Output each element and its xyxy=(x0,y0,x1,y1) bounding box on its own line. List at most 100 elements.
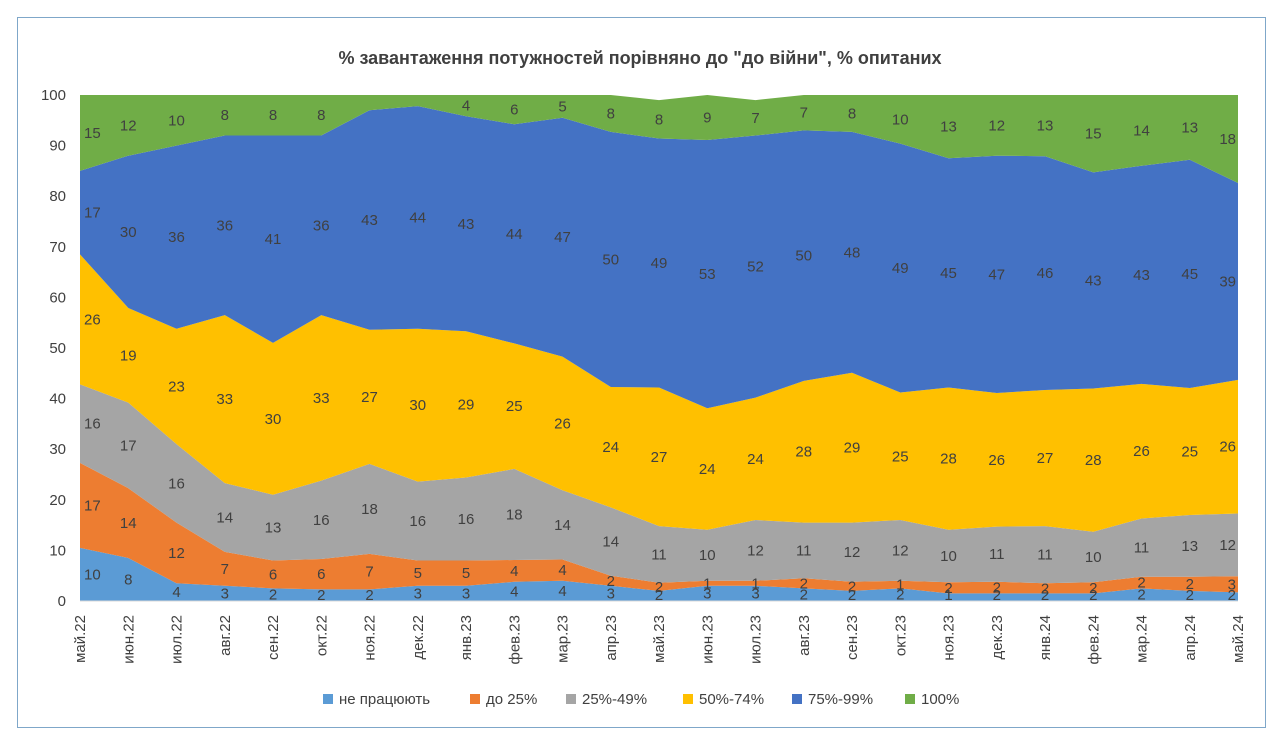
x-tick-label: июл.23 xyxy=(748,615,765,664)
data-label: 3 xyxy=(703,585,711,602)
data-label: 16 xyxy=(168,475,185,492)
x-tick-label: авг.23 xyxy=(796,615,813,656)
x-tick-label: янв.24 xyxy=(1037,615,1054,660)
data-label: 39 xyxy=(1219,273,1236,290)
data-label: 4 xyxy=(510,583,518,600)
data-label: 14 xyxy=(602,534,619,551)
x-tick-label: сен.23 xyxy=(844,615,861,660)
legend-swatch xyxy=(905,694,915,704)
data-label: 2 xyxy=(269,587,277,604)
legend-swatch xyxy=(323,694,333,704)
data-label: 2 xyxy=(1041,587,1049,604)
data-label: 24 xyxy=(747,451,764,468)
x-tick-label: фев.24 xyxy=(1085,615,1102,665)
data-label: 6 xyxy=(269,566,277,583)
data-label: 13 xyxy=(940,119,957,136)
x-tick-label: июл.22 xyxy=(169,615,186,664)
data-label: 27 xyxy=(361,389,378,406)
data-label: 6 xyxy=(510,102,518,119)
data-label: 4 xyxy=(558,583,566,600)
data-label: 28 xyxy=(795,444,812,461)
y-tick-label: 70 xyxy=(49,239,66,256)
data-label: 30 xyxy=(265,411,282,428)
x-tick-label: ноя.22 xyxy=(362,615,379,661)
data-label: 12 xyxy=(168,545,185,562)
data-label: 33 xyxy=(216,391,233,408)
legend-label: не працюють xyxy=(339,691,430,708)
data-label: 7 xyxy=(800,105,808,122)
data-label: 44 xyxy=(506,226,523,243)
legend-label: 100% xyxy=(921,691,959,708)
data-label: 6 xyxy=(317,566,325,583)
x-tick-label: авг.22 xyxy=(217,615,234,656)
data-label: 1 xyxy=(944,587,952,604)
area-series-1 xyxy=(80,462,1238,594)
data-label: 25 xyxy=(506,398,523,415)
data-label: 48 xyxy=(844,244,861,261)
data-label: 7 xyxy=(221,561,229,578)
area-series-5 xyxy=(80,95,1238,183)
data-label: 16 xyxy=(84,416,101,433)
data-label: 14 xyxy=(120,515,137,532)
data-label: 24 xyxy=(699,461,716,478)
data-label: 30 xyxy=(120,224,137,241)
data-label: 46 xyxy=(1037,265,1054,282)
data-label: 8 xyxy=(124,571,132,588)
data-label: 5 xyxy=(462,565,470,582)
data-label: 2 xyxy=(1137,575,1145,592)
data-label: 10 xyxy=(168,112,185,129)
legend-label: 25%-49% xyxy=(582,691,647,708)
legend-swatch xyxy=(566,694,576,704)
data-label: 10 xyxy=(940,548,957,565)
data-label: 2 xyxy=(848,587,856,604)
legend-swatch xyxy=(683,694,693,704)
y-tick-label: 60 xyxy=(49,289,66,306)
data-label: 2 xyxy=(896,587,904,604)
data-label: 36 xyxy=(313,217,330,234)
data-label: 3 xyxy=(751,585,759,602)
data-label: 1 xyxy=(751,575,759,592)
data-label: 3 xyxy=(462,585,470,602)
area-series-3 xyxy=(80,254,1238,532)
area-series-2 xyxy=(80,384,1238,584)
y-tick-label: 50 xyxy=(49,340,66,357)
data-label: 14 xyxy=(1133,122,1150,139)
y-tick-label: 90 xyxy=(49,138,66,155)
data-label: 12 xyxy=(988,117,1005,134)
y-axis: 0 10 20 30 40 50 60 70 80 90 100 xyxy=(41,87,66,610)
data-label: 14 xyxy=(216,510,233,527)
x-tick-label: дек.23 xyxy=(989,615,1006,660)
data-label: 27 xyxy=(1037,450,1054,467)
legend-swatch xyxy=(792,694,802,704)
data-label: 53 xyxy=(699,266,716,283)
x-tick-label: сен.22 xyxy=(265,615,282,660)
data-label: 5 xyxy=(558,98,566,115)
data-label: 2 xyxy=(317,587,325,604)
data-label: 2 xyxy=(1089,587,1097,604)
data-label: 16 xyxy=(458,511,475,528)
data-label: 17 xyxy=(84,205,101,222)
data-label: 26 xyxy=(84,311,101,328)
data-label: 18 xyxy=(1219,131,1236,148)
data-label: 11 xyxy=(796,542,812,559)
data-label: 8 xyxy=(317,107,325,124)
data-label: 36 xyxy=(216,217,233,234)
data-label: 28 xyxy=(1085,452,1102,469)
data-label: 11 xyxy=(1134,540,1150,557)
data-label: 1 xyxy=(896,577,904,594)
chart-frame: % завантаження потужностей порівняно до … xyxy=(17,17,1266,728)
x-axis: май.22 июн.22 июл.22 авг.22 сен.22 окт.22 ноя.… xyxy=(72,600,1247,665)
data-label: 7 xyxy=(751,110,759,127)
legend: не працюють до 25% 25%-49% 50%-74% 75%-99% 10… xyxy=(323,691,959,708)
data-label: 50 xyxy=(602,251,619,268)
data-label: 43 xyxy=(361,212,378,229)
data-label: 10 xyxy=(892,111,909,128)
data-label: 49 xyxy=(651,255,668,272)
data-label: 5 xyxy=(414,565,422,582)
data-label: 3 xyxy=(414,585,422,602)
y-tick-label: 0 xyxy=(58,593,66,610)
data-label: 30 xyxy=(409,397,426,414)
y-tick-label: 10 xyxy=(49,542,66,559)
data-label: 4 xyxy=(462,98,470,115)
